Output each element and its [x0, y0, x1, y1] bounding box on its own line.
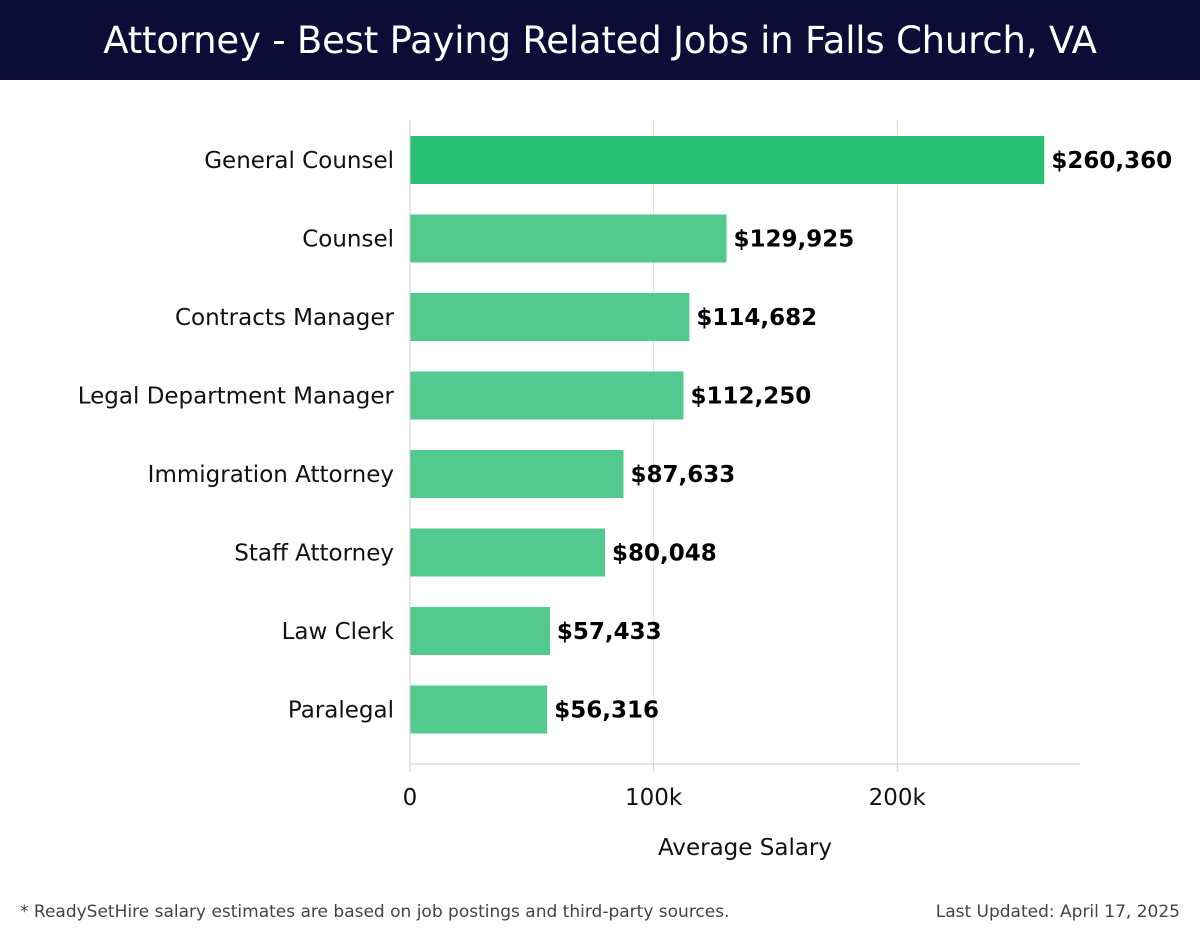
bar-law-clerk	[410, 607, 550, 655]
bar-paralegal	[410, 685, 548, 734]
category-label: Paralegal	[288, 698, 394, 724]
data-label: $56,316	[554, 698, 659, 724]
last-updated: Last Updated: April 17, 2025	[935, 902, 1180, 922]
bar-counsel	[410, 214, 727, 263]
category-label: Staff Attorney	[234, 541, 394, 567]
x-tick-label: 0	[403, 785, 418, 811]
bar-staff-attorney	[410, 528, 606, 577]
bars: General Counsel $260,360 Counsel $129,925 Co…	[78, 136, 1172, 734]
data-label: $114,682	[696, 305, 817, 331]
x-tick-label: 200k	[869, 785, 927, 811]
bar-legal-department-manager	[410, 371, 684, 420]
category-label: Counsel	[302, 227, 394, 253]
category-label: Legal Department Manager	[78, 384, 395, 410]
data-label: $112,250	[690, 384, 811, 410]
x-tick-label: 100k	[625, 785, 683, 811]
x-axis-label: Average Salary	[658, 835, 832, 861]
data-label: $57,433	[557, 619, 662, 645]
category-label: Law Clerk	[282, 619, 395, 645]
category-label: General Counsel	[204, 148, 394, 174]
axes: 0 100k 200k	[403, 120, 1080, 811]
data-label: $129,925	[734, 227, 855, 253]
title-bar: Attorney - Best Paying Related Jobs in F…	[0, 0, 1200, 80]
chart-title: Attorney - Best Paying Related Jobs in F…	[103, 18, 1097, 62]
category-label: Immigration Attorney	[148, 462, 394, 488]
data-label: $260,360	[1051, 148, 1172, 174]
data-label: $80,048	[612, 541, 717, 567]
bar-immigration-attorney	[410, 450, 624, 498]
category-label: Contracts Manager	[175, 305, 395, 331]
bar-chart: General Counsel $260,360 Counsel $129,925 Co…	[78, 120, 1172, 861]
bar-contracts-manager	[410, 293, 690, 341]
bar-general-counsel	[410, 136, 1045, 184]
footnote: * ReadySetHire salary estimates are base…	[20, 902, 730, 922]
data-label: $87,633	[631, 462, 736, 488]
